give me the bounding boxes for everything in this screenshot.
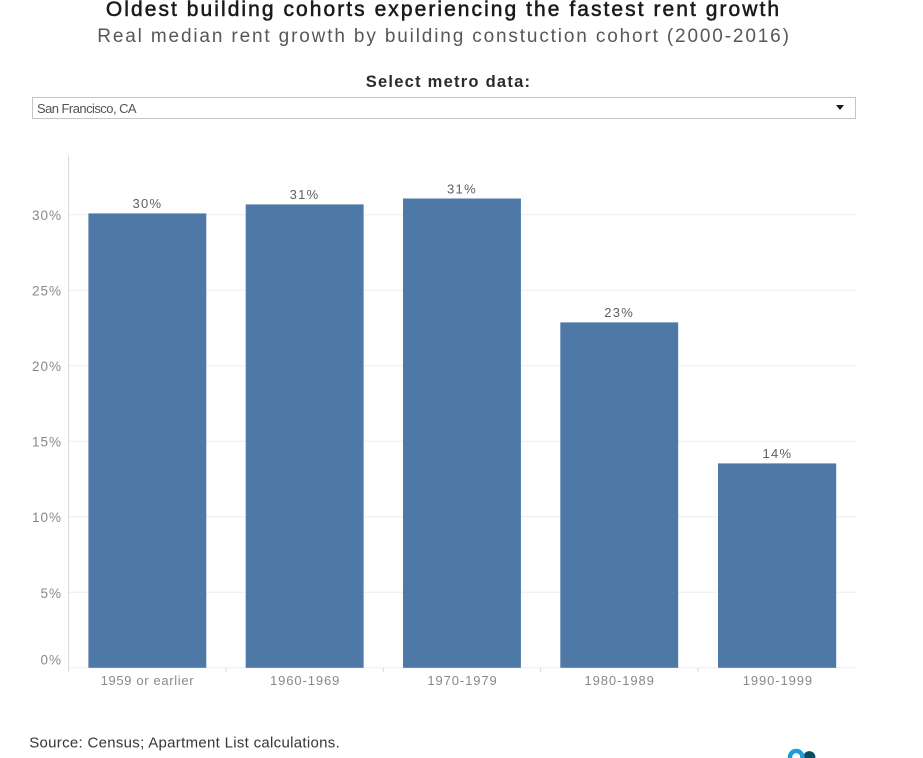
svg-text:1970-1979: 1970-1979: [427, 673, 497, 688]
svg-text:30%: 30%: [132, 196, 162, 211]
svg-text:5%: 5%: [40, 586, 62, 601]
svg-text:Source: Census; Apartment List: Source: Census; Apartment List calculati…: [29, 735, 340, 752]
svg-text:25%: 25%: [32, 283, 62, 298]
svg-text:23%: 23%: [604, 305, 634, 320]
svg-text:1980-1989: 1980-1989: [585, 673, 655, 688]
svg-text:14%: 14%: [762, 446, 792, 461]
svg-text:30%: 30%: [32, 208, 62, 223]
svg-text:1959 or earlier: 1959 or earlier: [101, 673, 195, 688]
svg-text:0%: 0%: [40, 652, 62, 667]
svg-text:1960-1969: 1960-1969: [270, 673, 340, 688]
svg-text:15%: 15%: [32, 434, 62, 449]
svg-text:31%: 31%: [447, 181, 477, 196]
svg-text:10%: 10%: [32, 510, 62, 525]
svg-text:20%: 20%: [32, 359, 62, 374]
svg-text:1990-1999: 1990-1999: [743, 673, 813, 688]
svg-text:31%: 31%: [290, 187, 320, 202]
